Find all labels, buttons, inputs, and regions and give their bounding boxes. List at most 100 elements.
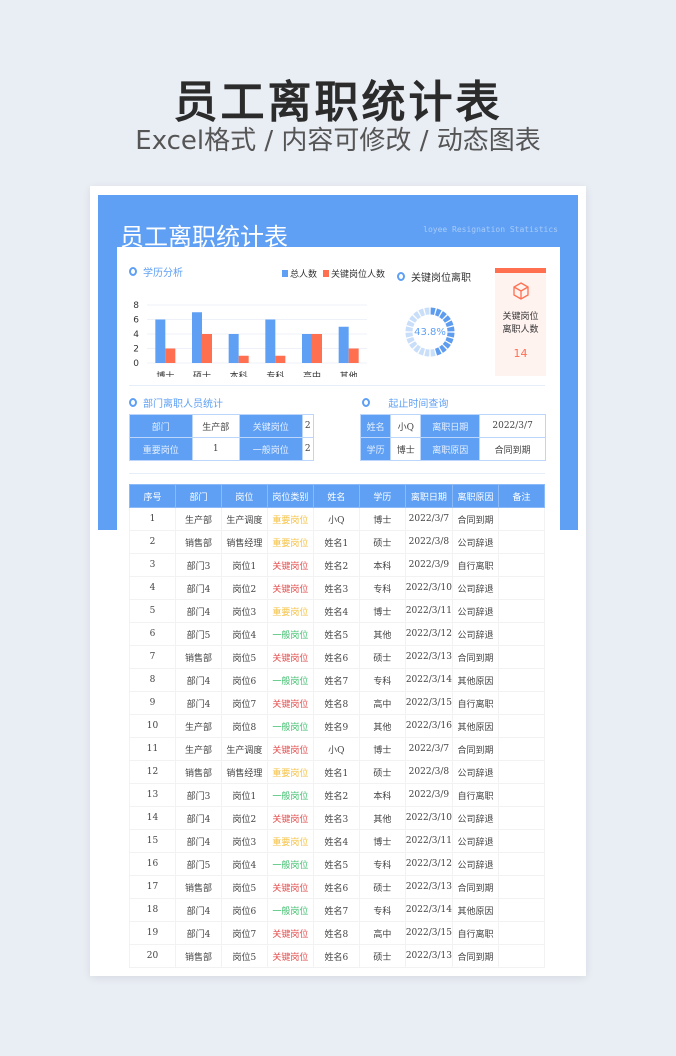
table-cell[interactable]: 13 — [129, 783, 176, 807]
table-cell[interactable]: 2022/3/13 — [404, 944, 453, 968]
table-cell[interactable]: 关键岗位 — [266, 944, 314, 968]
table-cell[interactable]: 姓名4 — [312, 599, 360, 623]
table-cell[interactable]: 销售部 — [174, 530, 222, 554]
column-header[interactable]: 姓名 — [312, 484, 360, 508]
table-cell[interactable]: 高中 — [358, 921, 406, 945]
table-cell[interactable]: 姓名2 — [312, 553, 360, 577]
table-cell[interactable]: 其他原因 — [451, 714, 499, 738]
table-cell[interactable]: 姓名1 — [312, 760, 360, 784]
table-cell[interactable]: 专科 — [358, 668, 406, 692]
table-cell[interactable]: 姓名3 — [312, 576, 360, 600]
table-cell[interactable]: 公司辞退 — [451, 530, 499, 554]
table-cell[interactable]: 3 — [129, 553, 176, 577]
table-cell[interactable]: 部门4 — [174, 921, 222, 945]
table-cell[interactable]: 姓名4 — [312, 829, 360, 853]
table-cell[interactable] — [497, 806, 546, 830]
table-cell[interactable]: 其他 — [358, 622, 406, 646]
table-cell[interactable]: 生产部 — [174, 737, 222, 761]
table-cell[interactable]: 6 — [129, 622, 176, 646]
table-cell[interactable]: 博士 — [358, 599, 406, 623]
table-cell[interactable]: 部门4 — [174, 599, 222, 623]
table-cell[interactable]: 一般岗位 — [266, 714, 314, 738]
table-cell[interactable]: 2022/3/12 — [404, 852, 453, 876]
table-cell[interactable]: 姓名8 — [312, 691, 360, 715]
table-cell[interactable]: 公司辞退 — [451, 599, 499, 623]
table-cell[interactable]: 2022/3/8 — [404, 760, 453, 784]
table-cell[interactable]: 公司辞退 — [451, 806, 499, 830]
table-cell[interactable]: 2022/3/11 — [404, 829, 453, 853]
table-cell[interactable]: 姓名3 — [312, 806, 360, 830]
table-cell[interactable]: 姓名5 — [312, 622, 360, 646]
table-cell[interactable]: 其他 — [358, 806, 406, 830]
table-cell[interactable]: 自行离职 — [451, 921, 499, 945]
table-cell[interactable] — [497, 829, 546, 853]
table-cell[interactable]: 11 — [129, 737, 176, 761]
table-cell[interactable]: 姓名5 — [312, 852, 360, 876]
table-cell[interactable]: 部门3 — [174, 553, 222, 577]
table-cell[interactable]: 部门4 — [174, 691, 222, 715]
table-cell[interactable]: 自行离职 — [451, 553, 499, 577]
table-cell[interactable]: 岗位6 — [220, 898, 268, 922]
table-cell[interactable]: 高中 — [358, 691, 406, 715]
table-cell[interactable] — [497, 898, 546, 922]
table-cell[interactable] — [497, 737, 546, 761]
table-cell[interactable]: 2022/3/7 — [404, 507, 453, 531]
table-cell[interactable]: 其他原因 — [451, 898, 499, 922]
table-cell[interactable]: 自行离职 — [451, 783, 499, 807]
table-cell[interactable]: 博士 — [358, 507, 406, 531]
table-cell[interactable]: 岗位2 — [220, 806, 268, 830]
table-cell[interactable]: 重要岗位 — [266, 507, 314, 531]
table-cell[interactable]: 姓名2 — [312, 783, 360, 807]
table-cell[interactable]: 部门4 — [174, 576, 222, 600]
table-cell[interactable] — [497, 576, 546, 600]
table-cell[interactable]: 部门5 — [174, 852, 222, 876]
table-cell[interactable] — [497, 691, 546, 715]
table-cell[interactable] — [497, 760, 546, 784]
table-cell[interactable]: 销售经理 — [220, 530, 268, 554]
table-cell[interactable]: 重要岗位 — [266, 599, 314, 623]
table-cell[interactable] — [497, 714, 546, 738]
table-cell[interactable]: 姓名6 — [312, 645, 360, 669]
table-cell[interactable]: 硕士 — [358, 645, 406, 669]
table-cell[interactable]: 17 — [129, 875, 176, 899]
table-cell[interactable]: 2022/3/16 — [404, 714, 453, 738]
table-cell[interactable]: 销售部 — [174, 760, 222, 784]
table-cell[interactable]: 18 — [129, 898, 176, 922]
table-cell[interactable] — [497, 668, 546, 692]
table-cell[interactable]: 销售经理 — [220, 760, 268, 784]
table-cell[interactable]: 岗位5 — [220, 944, 268, 968]
table-cell[interactable]: 关键岗位 — [266, 691, 314, 715]
table-cell[interactable]: 其他 — [358, 714, 406, 738]
table-cell[interactable]: 关键岗位 — [266, 645, 314, 669]
table-cell[interactable]: 12 — [129, 760, 176, 784]
table-cell[interactable] — [497, 553, 546, 577]
table-cell[interactable]: 岗位2 — [220, 576, 268, 600]
table-cell[interactable]: 岗位7 — [220, 691, 268, 715]
table-cell[interactable]: 部门3 — [174, 783, 222, 807]
table-cell[interactable]: 2022/3/11 — [404, 599, 453, 623]
table-cell[interactable] — [497, 944, 546, 968]
table-cell[interactable] — [497, 645, 546, 669]
table-cell[interactable]: 岗位3 — [220, 829, 268, 853]
table-cell[interactable]: 2022/3/15 — [404, 921, 453, 945]
table-cell[interactable]: 部门4 — [174, 829, 222, 853]
table-cell[interactable]: 部门4 — [174, 806, 222, 830]
table-cell[interactable]: 博士 — [358, 737, 406, 761]
table-cell[interactable]: 2 — [129, 530, 176, 554]
table-cell[interactable]: 姓名6 — [312, 944, 360, 968]
table-cell[interactable]: 岗位8 — [220, 714, 268, 738]
table-cell[interactable]: 一般岗位 — [266, 852, 314, 876]
table-cell[interactable]: 9 — [129, 691, 176, 715]
table-cell[interactable]: 销售部 — [174, 944, 222, 968]
column-header[interactable]: 序号 — [129, 484, 176, 508]
table-cell[interactable]: 公司辞退 — [451, 829, 499, 853]
table-cell[interactable]: 一般岗位 — [266, 622, 314, 646]
table-cell[interactable]: 关键岗位 — [266, 737, 314, 761]
table-cell[interactable]: 2022/3/13 — [404, 645, 453, 669]
table-cell[interactable]: 合同到期 — [451, 875, 499, 899]
table-cell[interactable]: 岗位5 — [220, 875, 268, 899]
table-cell[interactable]: 合同到期 — [451, 944, 499, 968]
table-cell[interactable]: 2022/3/10 — [404, 576, 453, 600]
table-cell[interactable]: 岗位3 — [220, 599, 268, 623]
table-cell[interactable]: 自行离职 — [451, 691, 499, 715]
